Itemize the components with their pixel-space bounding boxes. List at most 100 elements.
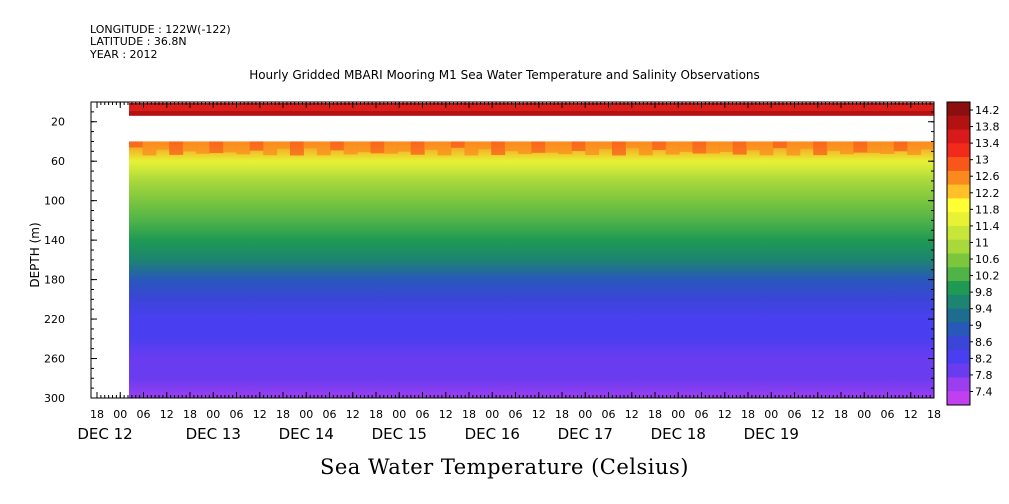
colorbar-swatch — [947, 157, 970, 172]
colorbar-swatch — [947, 363, 970, 378]
colorbar-label: 8.6 — [975, 336, 993, 349]
warm-fringe-cell — [129, 141, 143, 148]
colorbar-label: 11.8 — [975, 203, 1000, 216]
colorbar-swatch — [947, 225, 970, 241]
warm-fringe-cell — [316, 141, 331, 156]
warm-fringe-cell — [746, 141, 761, 151]
colorbar-label: 13.4 — [975, 137, 1000, 150]
colorbar-label: 8.2 — [975, 352, 993, 365]
warm-fringe-cell — [142, 141, 157, 156]
warm-fringe-cell — [920, 141, 935, 150]
x-tick-label: 06 — [137, 408, 151, 421]
warm-fringe-cell — [504, 141, 519, 152]
warm-fringe-cell — [263, 141, 278, 156]
colorbar-label: 10.6 — [975, 253, 1000, 266]
x-tick-label: 06 — [881, 408, 895, 421]
x-axis: 18 00 06 12 18 00 06 12 18 00 06 12 18 00 06 12 18 00 06 12… — [77, 102, 941, 443]
chart-subtitle: Sea Water Temperature (Celsius) — [319, 455, 689, 479]
warm-fringe-cell — [222, 141, 237, 153]
warm-fringe-cell — [276, 141, 291, 149]
x-tick-label: 18 — [183, 408, 197, 421]
y-tick-label: 220 — [44, 313, 65, 326]
y-tick-label: 20 — [51, 116, 65, 129]
colorbar-label: 11.4 — [975, 220, 1000, 233]
warm-fringe-cell — [182, 141, 197, 152]
colorbar-swatch — [947, 281, 970, 296]
x-tick-label: 00 — [485, 408, 499, 421]
y-tick-label: 140 — [44, 234, 65, 247]
x-tick-label: 18 — [648, 408, 662, 421]
year-label: YEAR : 2012 — [90, 48, 158, 61]
x-tick-label: 12 — [160, 408, 174, 421]
colorbar-swatch — [947, 267, 970, 282]
y-tick-label: 180 — [44, 274, 65, 287]
warm-fringe-cell — [491, 141, 506, 155]
y-axis: 20 60 100 140 180 220 260 300 — [44, 101, 934, 405]
colorbar-swatch — [947, 377, 970, 392]
warm-fringe-cell — [330, 141, 345, 151]
x-tick-label: 00 — [764, 408, 778, 421]
x-tick-label: 12 — [904, 408, 918, 421]
warm-fringe-cell — [209, 141, 224, 154]
x-tick-label: 12 — [625, 408, 639, 421]
x-tick-label: 12 — [811, 408, 825, 421]
colorbar-swatch — [947, 115, 970, 131]
colorbar-label: 9.8 — [975, 286, 993, 299]
x-tick-label: 06 — [695, 408, 709, 421]
x-tick-label: 18 — [90, 408, 104, 421]
warm-fringe-cell — [544, 141, 559, 153]
x-tick-label: 18 — [741, 408, 755, 421]
x-tick-label: 06 — [602, 408, 616, 421]
warm-fringe-cell — [249, 141, 264, 151]
x-tick-label: 00 — [206, 408, 220, 421]
x-tick-label: 06 — [230, 408, 244, 421]
warm-fringe-cell — [652, 141, 667, 151]
x-tick-label: 18 — [834, 408, 848, 421]
warm-fringe-cell — [853, 141, 868, 153]
colorbar-label: 13 — [975, 154, 989, 167]
x-day-label: DEC 14 — [279, 425, 334, 443]
x-day-label: DEC 15 — [372, 425, 427, 443]
warm-fringe-cell — [893, 141, 908, 152]
colorbar-swatch — [947, 198, 970, 213]
colorbar-label: 9.4 — [975, 303, 993, 316]
colorbar-swatch — [947, 129, 970, 144]
colorbar-swatch — [947, 391, 970, 406]
x-tick-label: 12 — [439, 408, 453, 421]
warm-fringe-cell — [370, 141, 385, 154]
colorbar-label: 12.6 — [975, 170, 1000, 183]
y-tick-label: 300 — [44, 392, 65, 405]
x-tick-label: 00 — [857, 408, 871, 421]
colorbar-border — [946, 101, 971, 406]
warm-fringe-cell — [196, 141, 210, 154]
warm-fringe-cell — [410, 141, 425, 155]
warm-fringe-cell — [826, 141, 841, 151]
warm-fringe-cell — [880, 141, 895, 154]
warm-fringe-cell — [343, 141, 358, 155]
x-tick-label: 18 — [369, 408, 383, 421]
colorbar-swatch — [947, 143, 970, 158]
warm-fringe-cell — [424, 141, 439, 150]
warm-fringe-cell — [236, 141, 251, 155]
warm-fringe-cell — [477, 141, 492, 150]
colorbar-swatch — [947, 322, 970, 337]
warm-fringe-cell — [679, 141, 693, 152]
warm-fringe-cell — [638, 141, 653, 156]
warm-fringe-cell — [732, 141, 747, 155]
colorbar: 14.2 13.8 13.4 13 12.6 12.2 11.8 11.4 11 10.6 10.2… — [946, 101, 1000, 406]
warm-fringe-cell — [692, 141, 707, 154]
longitude-label: LONGITUDE : 122W(-122) — [90, 23, 231, 36]
warm-fringe-cell — [518, 141, 532, 155]
colorbar-label: 9 — [975, 319, 982, 332]
colorbar-swatch — [947, 308, 970, 323]
x-tick-label: 18 — [276, 408, 290, 421]
x-tick-label: 12 — [253, 408, 267, 421]
warm-fringe-cell — [799, 141, 814, 149]
warm-fringe-cell — [612, 141, 626, 156]
warm-fringe-cell — [303, 141, 318, 149]
x-tick-label: 06 — [509, 408, 523, 421]
x-day-label: DEC 17 — [558, 425, 613, 443]
x-day-label: DEC 13 — [186, 425, 241, 443]
x-tick-label: 06 — [788, 408, 802, 421]
